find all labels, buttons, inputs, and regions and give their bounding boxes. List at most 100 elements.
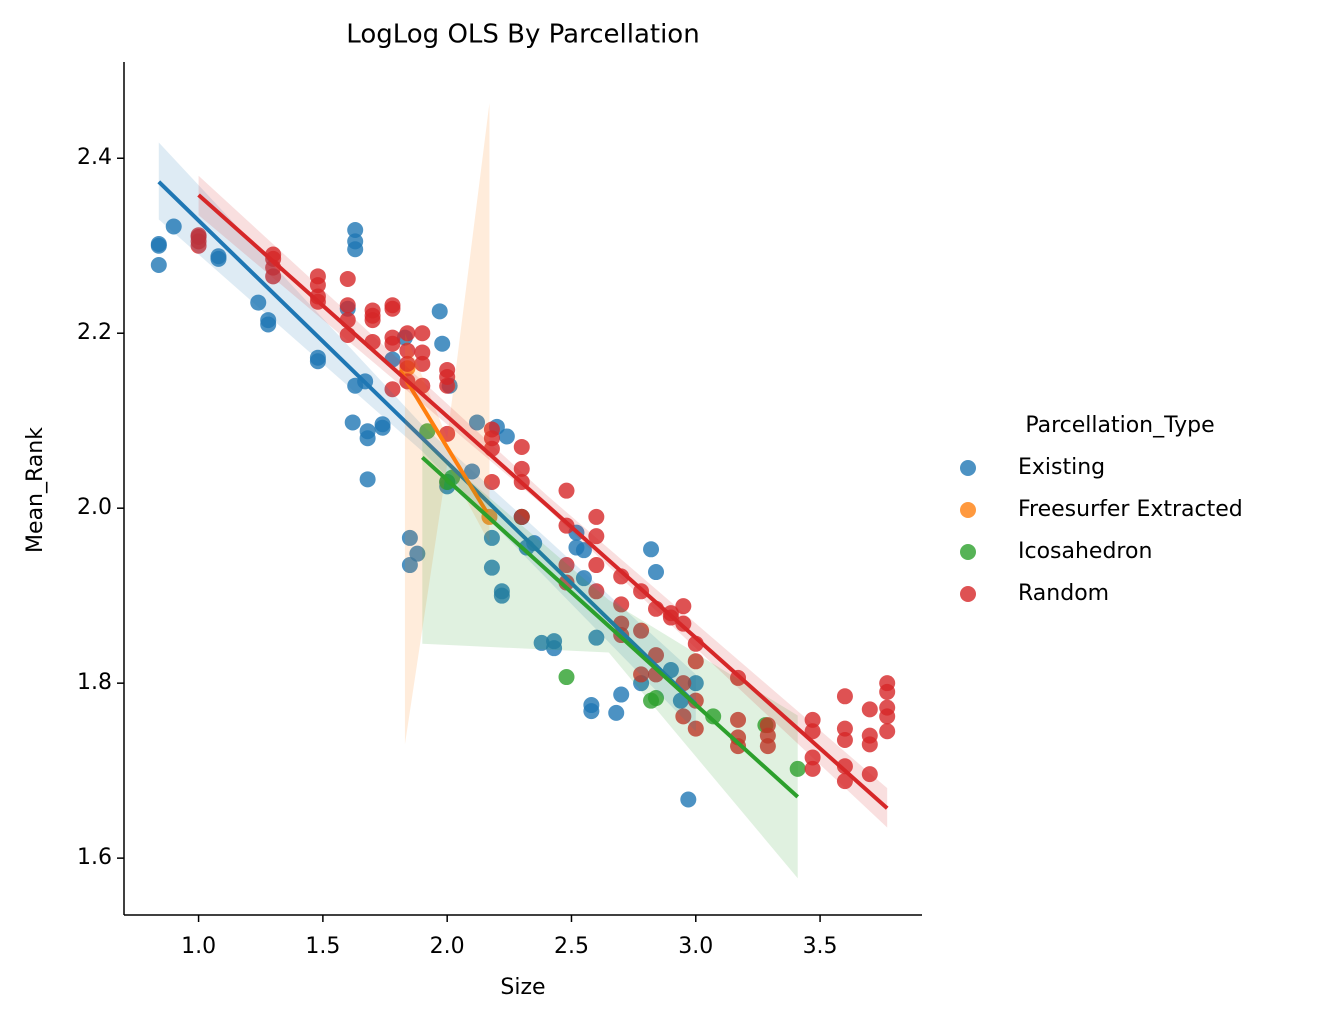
point [675, 598, 692, 615]
point [687, 675, 704, 692]
point [399, 355, 416, 372]
point [588, 583, 605, 600]
x-tick-label: 1.5 [305, 934, 340, 959]
point [309, 349, 326, 366]
y-tick-label: 2.4 [77, 145, 112, 170]
legend-marker [960, 544, 976, 560]
point [575, 570, 592, 587]
point [483, 559, 500, 576]
point [210, 250, 227, 267]
point [414, 325, 431, 342]
point [384, 381, 401, 398]
point [165, 218, 182, 235]
x-tick-label: 2.5 [554, 934, 589, 959]
legend-label: Freesurfer Extracted [1018, 497, 1243, 522]
point [190, 233, 207, 250]
point [399, 325, 416, 342]
point [730, 711, 747, 728]
point [374, 416, 391, 433]
point [344, 414, 361, 431]
point [526, 535, 543, 552]
point [359, 471, 376, 488]
point [879, 708, 896, 725]
point [613, 596, 630, 613]
point [431, 303, 448, 320]
fit-line [197, 193, 889, 810]
point [498, 428, 515, 445]
point [464, 463, 481, 480]
point [339, 297, 356, 314]
point [409, 545, 426, 562]
point [861, 736, 878, 753]
point [643, 541, 660, 558]
point [250, 294, 267, 311]
point [648, 564, 664, 581]
point [588, 528, 605, 545]
chart-title: LogLog OLS By Parcellation [346, 20, 699, 50]
point [588, 508, 605, 525]
point [836, 688, 853, 705]
point [150, 256, 167, 273]
point [513, 460, 530, 477]
point [613, 686, 630, 703]
legend-title: Parcellation_Type [1025, 413, 1214, 438]
point [836, 773, 853, 790]
point [687, 720, 704, 737]
point [583, 703, 600, 720]
point [359, 423, 376, 440]
y-tick-label: 2.0 [77, 495, 112, 520]
legend-label: Icosahedron [1018, 539, 1152, 564]
point [513, 438, 530, 455]
point [558, 557, 575, 574]
confidence-band [404, 103, 490, 745]
point [558, 482, 575, 499]
x-tick-label: 2.0 [430, 934, 465, 959]
point [513, 508, 530, 525]
point [588, 629, 605, 646]
point [879, 683, 896, 700]
x-tick-label: 1.0 [181, 934, 216, 959]
point [861, 766, 878, 783]
point [339, 270, 356, 287]
point [879, 723, 896, 740]
point [260, 312, 277, 329]
point [493, 587, 510, 604]
point [687, 692, 704, 709]
point [730, 738, 747, 755]
point [836, 758, 853, 775]
point [483, 473, 500, 490]
point [789, 760, 806, 777]
x-tick-label: 3.0 [678, 934, 713, 959]
point [434, 335, 451, 352]
fit-line [157, 180, 698, 706]
point [804, 749, 821, 766]
point [687, 653, 704, 670]
point [401, 557, 418, 574]
y-tick-label: 2.2 [77, 320, 112, 345]
point [633, 666, 650, 683]
fit-line [420, 455, 800, 799]
point [347, 221, 364, 238]
legend-marker [960, 460, 976, 476]
point [648, 690, 664, 707]
point [804, 760, 821, 777]
point [633, 622, 650, 639]
point [804, 711, 821, 728]
point [546, 640, 563, 657]
legend-label: Random [1018, 581, 1109, 606]
point [347, 241, 364, 258]
point [401, 529, 418, 546]
point [836, 720, 853, 737]
point [414, 355, 431, 372]
y-axis-label: Mean_Rank [23, 427, 48, 553]
point [759, 738, 776, 755]
point [414, 344, 431, 361]
confidence-band [422, 439, 798, 879]
legend-marker [960, 586, 976, 602]
point [558, 669, 575, 686]
point [384, 335, 401, 352]
point [675, 708, 692, 725]
point [309, 277, 326, 294]
x-axis-label: Size [500, 975, 545, 1000]
